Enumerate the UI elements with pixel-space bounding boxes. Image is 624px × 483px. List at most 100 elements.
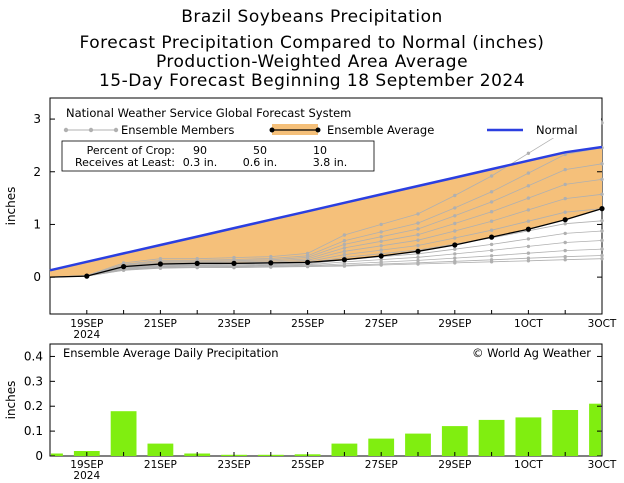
chart-subtitle: Forecast Precipitation Compared to Norma… <box>79 33 545 53</box>
ensemble-member-point <box>305 254 310 258</box>
ensemble-member-line <box>49 230 603 278</box>
ensemble-member-point <box>453 214 457 218</box>
average-legend-label: Ensemble Average <box>327 123 434 137</box>
daily-bar <box>515 417 542 456</box>
ensemble-member-point <box>416 227 420 231</box>
ensemble-member-point <box>526 237 531 241</box>
ensemble-member-point <box>600 162 604 166</box>
ensemble-member-point <box>526 151 531 155</box>
ensemble-member-point <box>379 239 383 243</box>
ensemble-member-point <box>563 258 567 262</box>
bar-plot-frame <box>49 343 603 457</box>
x-tick-year: 2024 <box>73 329 100 341</box>
ensemble-member-point <box>563 231 567 236</box>
ensemble-member-point <box>600 192 604 196</box>
daily-bar <box>441 426 468 456</box>
ensemble-member-point <box>379 235 383 239</box>
receive-value-10: 3.8 in. <box>313 156 348 169</box>
average-legend-dot <box>269 127 275 133</box>
legend-system: National Weather Service Global Forecast… <box>66 106 351 120</box>
members-legend-dot <box>113 127 119 133</box>
x-tick-label: 29SEP <box>438 318 471 330</box>
normal-legend-label: Normal <box>536 123 578 137</box>
bar-x-tick-label: 3OCT <box>588 459 617 471</box>
ensemble-member-point <box>600 229 604 233</box>
ensemble-member-line <box>49 248 603 278</box>
ensemble-member-point <box>563 255 567 259</box>
ensemble-member-point <box>195 257 199 261</box>
ensemble-average-point <box>157 261 163 267</box>
ensemble-member-point <box>526 171 531 175</box>
bar-plot <box>51 403 601 456</box>
ensemble-average-point <box>305 259 311 265</box>
ensemble-member-point <box>342 233 347 237</box>
y-tick-label: 3 <box>33 112 41 126</box>
daily-bar <box>552 410 579 456</box>
ensemble-member-point <box>379 248 383 252</box>
ensemble-member-point <box>526 256 531 260</box>
ensemble-member-point <box>526 251 531 255</box>
copyright: © World Ag Weather <box>472 346 591 360</box>
ensemble-member-point <box>600 253 604 258</box>
members-legend-dot <box>63 127 69 133</box>
ensemble-member-point <box>121 261 126 265</box>
bar-x-tick-label: 27SEP <box>365 459 398 471</box>
percent-value-10: 10 <box>313 144 327 157</box>
ensemble-member-point <box>563 210 567 214</box>
ensemble-member-point <box>489 210 494 214</box>
ensemble-average-point <box>489 234 495 240</box>
x-tick-label: 3OCT <box>588 318 617 330</box>
ensemble-member-point <box>563 182 567 187</box>
ensemble-member-point <box>563 167 567 172</box>
ensemble-member-point <box>416 243 420 248</box>
ensemble-member-point <box>453 252 457 256</box>
ensemble-average-point <box>378 253 384 259</box>
bar-y-tick-label: 0.4 <box>24 349 43 363</box>
ensemble-member-point <box>453 221 457 226</box>
ensemble-member-point <box>379 257 383 262</box>
ensemble-member-point <box>232 255 236 260</box>
ensemble-average-point <box>84 273 90 279</box>
ensemble-member-point <box>416 233 420 237</box>
ensemble-member-point <box>526 244 531 249</box>
ensemble-member-point <box>453 259 457 263</box>
ensemble-member-point <box>416 261 420 265</box>
ensemble-member-point <box>600 177 604 182</box>
bar-y-tick-label: 0.1 <box>24 424 43 438</box>
ensemble-member-point <box>379 230 383 234</box>
bar-x-tick-label: 23SEP <box>218 459 251 471</box>
x-tick-label: 27SEP <box>365 318 398 330</box>
ensemble-member-point <box>342 242 347 247</box>
ensemble-member-line <box>49 208 603 278</box>
ensemble-average-point <box>121 264 127 270</box>
bar-x-tick-label: 21SEP <box>144 459 177 471</box>
ensemble-member-point <box>526 196 531 200</box>
chart-subtitle-forecast: 15-Day Forecast Beginning 18 September 2… <box>98 71 526 91</box>
legend-box <box>55 101 601 138</box>
bar-y-tick-label: 0.2 <box>24 399 43 413</box>
ensemble-member-point <box>379 244 383 248</box>
ensemble-member-point <box>416 212 420 216</box>
ensemble-member-point <box>416 255 420 259</box>
ensemble-average-point <box>341 257 347 263</box>
ensemble-member-point <box>563 196 567 201</box>
ensemble-member-point <box>526 219 531 223</box>
ensemble-member-point <box>342 246 347 250</box>
ensemble-member-line <box>49 179 603 278</box>
ensemble-member-point <box>453 256 457 260</box>
ensemble-member-point <box>489 228 494 232</box>
ensemble-member-point <box>489 200 494 204</box>
chart-title: Brazil Soybeans Precipitation <box>181 7 443 27</box>
ensemble-member-point <box>600 238 604 243</box>
y-tick-label: 2 <box>33 165 41 179</box>
ensemble-average-point <box>194 260 200 266</box>
ensemble-member-point <box>600 257 604 261</box>
ensemble-member-point <box>453 229 457 233</box>
ensemble-member-point <box>453 247 457 251</box>
ensemble-member-point <box>526 208 531 212</box>
bar-y-axis-label: inches <box>4 381 18 420</box>
ensemble-member-point <box>600 219 604 223</box>
ensemble-member-point <box>489 174 494 178</box>
ensemble-member-point <box>563 248 567 253</box>
